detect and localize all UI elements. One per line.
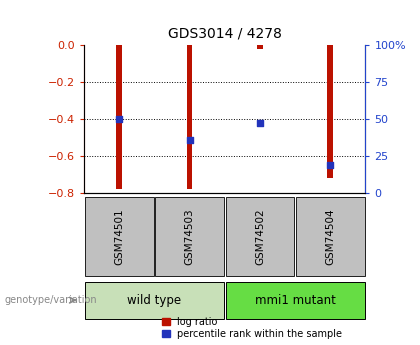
Text: GSM74503: GSM74503 <box>184 208 194 265</box>
Bar <box>155 197 224 276</box>
Legend: log ratio, percentile rank within the sample: log ratio, percentile rank within the sa… <box>161 316 343 340</box>
Bar <box>85 197 153 276</box>
Bar <box>187 45 192 189</box>
Bar <box>226 282 365 319</box>
Text: GSM74501: GSM74501 <box>114 208 124 265</box>
Bar <box>328 45 333 178</box>
Point <box>257 121 263 126</box>
Bar <box>85 282 224 319</box>
Point <box>327 162 333 168</box>
Bar <box>257 45 262 49</box>
Title: GDS3014 / 4278: GDS3014 / 4278 <box>168 27 282 41</box>
Point <box>186 137 193 142</box>
Text: mmi1 mutant: mmi1 mutant <box>255 294 336 307</box>
Text: GSM74504: GSM74504 <box>325 208 335 265</box>
Text: genotype/variation: genotype/variation <box>4 295 97 305</box>
Bar <box>226 197 294 276</box>
Text: wild type: wild type <box>127 294 181 307</box>
Bar <box>296 197 365 276</box>
Point <box>116 116 123 122</box>
Text: GSM74502: GSM74502 <box>255 208 265 265</box>
Bar <box>116 45 122 189</box>
